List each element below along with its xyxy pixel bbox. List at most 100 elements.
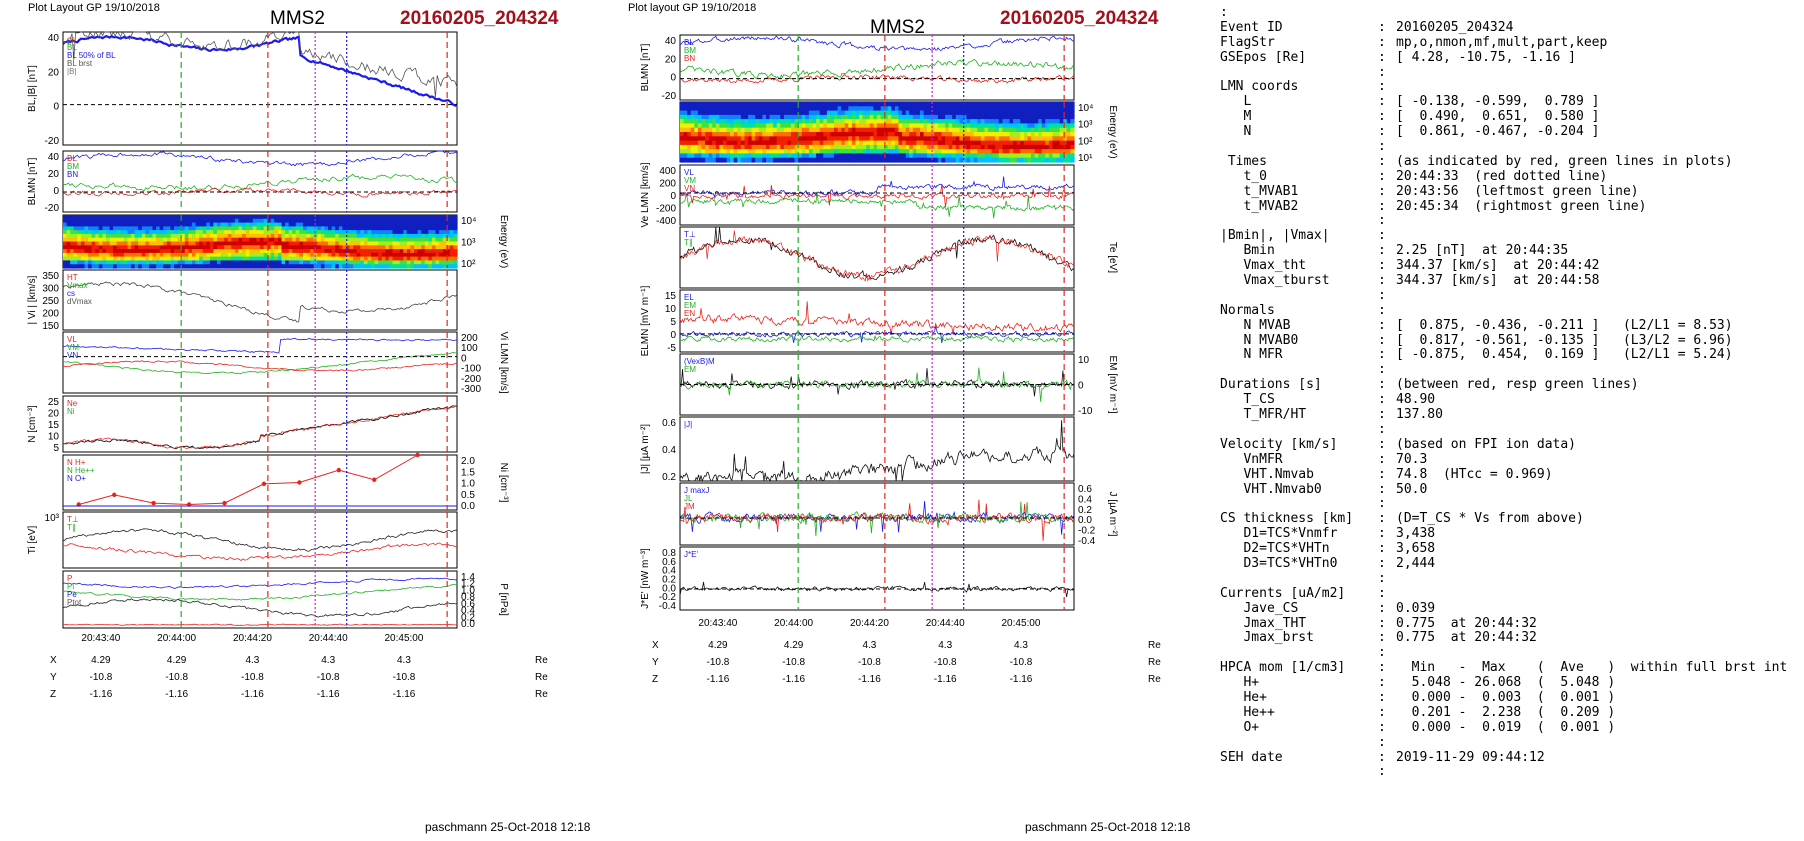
spectrogram-cell (249, 264, 254, 269)
spectrogram-cell (712, 102, 717, 107)
spectrogram-cell (378, 264, 383, 269)
spectrogram-cell (823, 102, 828, 107)
spectrogram-cell (138, 226, 143, 231)
spectrogram-cell (1020, 127, 1025, 133)
spectrogram-cell (156, 241, 161, 246)
spectrogram-cell (288, 241, 293, 246)
spectrogram-cell (945, 102, 950, 107)
spectrogram-cell (399, 249, 404, 254)
spectrogram-cell (1013, 132, 1018, 137)
spectrogram-cell (687, 110, 692, 116)
info-colon: : (1378, 481, 1386, 497)
spectrogram-cell (705, 127, 710, 133)
spectrogram-cell (367, 264, 372, 269)
spectrogram-cell (1056, 127, 1061, 133)
spectrogram-cell (726, 114, 731, 120)
spectrogram-cell (980, 153, 986, 159)
spectrogram-cell (123, 241, 129, 246)
legend-label: T⊥ (67, 515, 79, 524)
info-key: Currents [uA/m2] (1220, 585, 1346, 601)
spectrogram-cell (758, 144, 763, 150)
spectrogram-cell (134, 226, 139, 231)
spectrogram-cell (912, 114, 917, 120)
spectrogram-cell (819, 144, 824, 150)
info-key: O+ (1220, 719, 1260, 735)
spectrogram-cell (851, 136, 857, 142)
spectrogram-cell (274, 230, 279, 235)
spectrogram-cell (862, 140, 867, 146)
spectrogram-cell (424, 218, 429, 224)
spectrogram-cell (267, 252, 272, 258)
spectrogram-cell (805, 149, 810, 154)
y-tick-label: -0.4 (659, 601, 677, 612)
info-line: Vmax_tburst:344.37 [km/s] at 20:44:58 (1220, 273, 1787, 289)
spectrogram-cell (812, 123, 817, 129)
spectrogram-cell (295, 218, 300, 224)
spectrogram-cell (920, 119, 925, 124)
panel-frame (62, 511, 458, 569)
spectrogram-cell (697, 140, 703, 146)
orbit-value: 4.3 (397, 655, 411, 666)
spectrogram-cell (453, 252, 458, 258)
spectrogram-cell (156, 237, 161, 243)
spectrogram-cell (152, 264, 157, 269)
spectrogram-cell (1059, 153, 1064, 159)
spectrogram-cell (751, 119, 756, 124)
spectrogram-cell (776, 136, 781, 142)
spectrogram-cell (439, 245, 444, 250)
spectrogram-cell (823, 144, 828, 150)
spectrogram-cell (285, 222, 290, 227)
spectrogram-cell (453, 264, 458, 269)
spectrogram-cell (98, 260, 103, 265)
spectrogram-cell (449, 249, 454, 254)
y-tick-label: 1.5 (461, 467, 475, 478)
info-value: 0.039 (1396, 600, 1436, 616)
series-line (679, 420, 1075, 483)
spectrogram-cell (213, 264, 218, 269)
panel-frame (62, 570, 458, 629)
spectrogram-cell (320, 241, 326, 246)
spectrogram-cell (844, 119, 849, 124)
spectrogram-cell (353, 260, 358, 265)
spectrogram-cell (145, 226, 150, 231)
spectrogram-cell (766, 114, 771, 120)
spectrogram-cell (1041, 157, 1046, 163)
spectrogram-cell (381, 245, 386, 250)
spectrogram-cell (84, 249, 89, 254)
spectrogram-cell (234, 256, 240, 261)
spectrogram-cell (260, 245, 265, 250)
spectrogram-cell (181, 249, 186, 254)
spectrogram-cell (866, 140, 871, 146)
x-tick-label: 20:44:40 (926, 618, 965, 629)
legend-label: |J| (684, 420, 692, 429)
spectrogram-cell (424, 237, 429, 243)
spectrogram-cell (410, 230, 415, 235)
spectrogram-cell (751, 153, 756, 159)
spectrogram-cell (837, 106, 842, 112)
spectrogram-cell (690, 127, 695, 133)
spectrogram-cell (313, 218, 318, 224)
spectrogram-cell (1005, 110, 1011, 116)
y-tick-label: 20 (48, 67, 60, 78)
spectrogram-cell (991, 132, 996, 137)
spectrogram-cell (181, 252, 186, 258)
spectrogram-cell (690, 153, 695, 159)
spectrogram-cell (973, 149, 978, 154)
spectrogram-cell (826, 140, 832, 146)
spectrogram-cell (816, 153, 821, 159)
spectrogram-cell (80, 249, 86, 254)
spectrogram-cell (242, 252, 247, 258)
spectrogram-cell (873, 102, 878, 107)
spectrogram-cell (149, 222, 154, 227)
spectrogram-cell (209, 226, 215, 231)
spectrogram-cell (406, 260, 412, 265)
spectrogram-cell (356, 237, 361, 243)
spectrogram-cell (920, 132, 925, 137)
spectrogram-cell (909, 106, 914, 112)
spectrogram-cell (378, 241, 383, 246)
spectrogram-cell (106, 260, 111, 265)
orbit-row-label: X (652, 640, 659, 651)
spectrogram-cell (880, 149, 885, 154)
spectrogram-cell (102, 222, 107, 227)
